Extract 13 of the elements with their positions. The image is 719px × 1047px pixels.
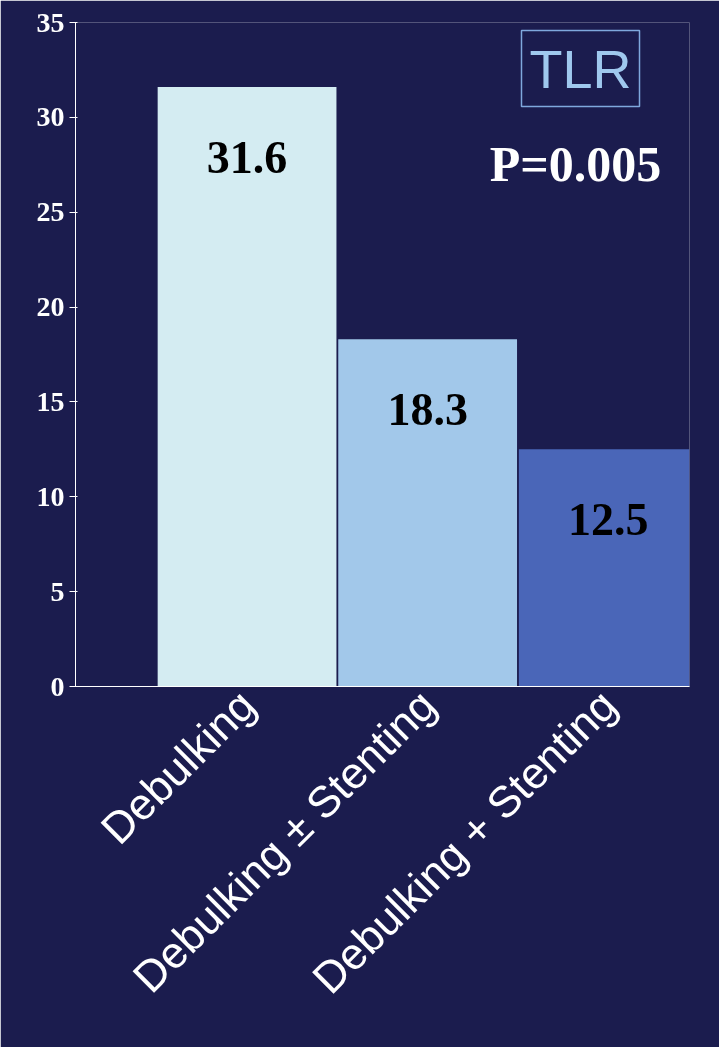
data-label: 12.5 <box>567 494 649 546</box>
y-tick-label: 10 <box>36 480 65 512</box>
annotation: P=0.005 <box>489 135 662 192</box>
y-tick-label: 25 <box>36 196 65 228</box>
data-label: 18.3 <box>387 384 468 436</box>
y-tick-label: 30 <box>36 101 65 133</box>
y-tick-label: 15 <box>36 385 65 417</box>
y-tick-label: 0 <box>50 670 65 702</box>
y-tick-label: 35 <box>36 6 65 38</box>
data-label: 31.6 <box>206 132 288 183</box>
y-tick-label: 20 <box>36 291 65 323</box>
y-tick-label: 5 <box>50 575 65 607</box>
chart-title: TLR <box>529 38 632 99</box>
